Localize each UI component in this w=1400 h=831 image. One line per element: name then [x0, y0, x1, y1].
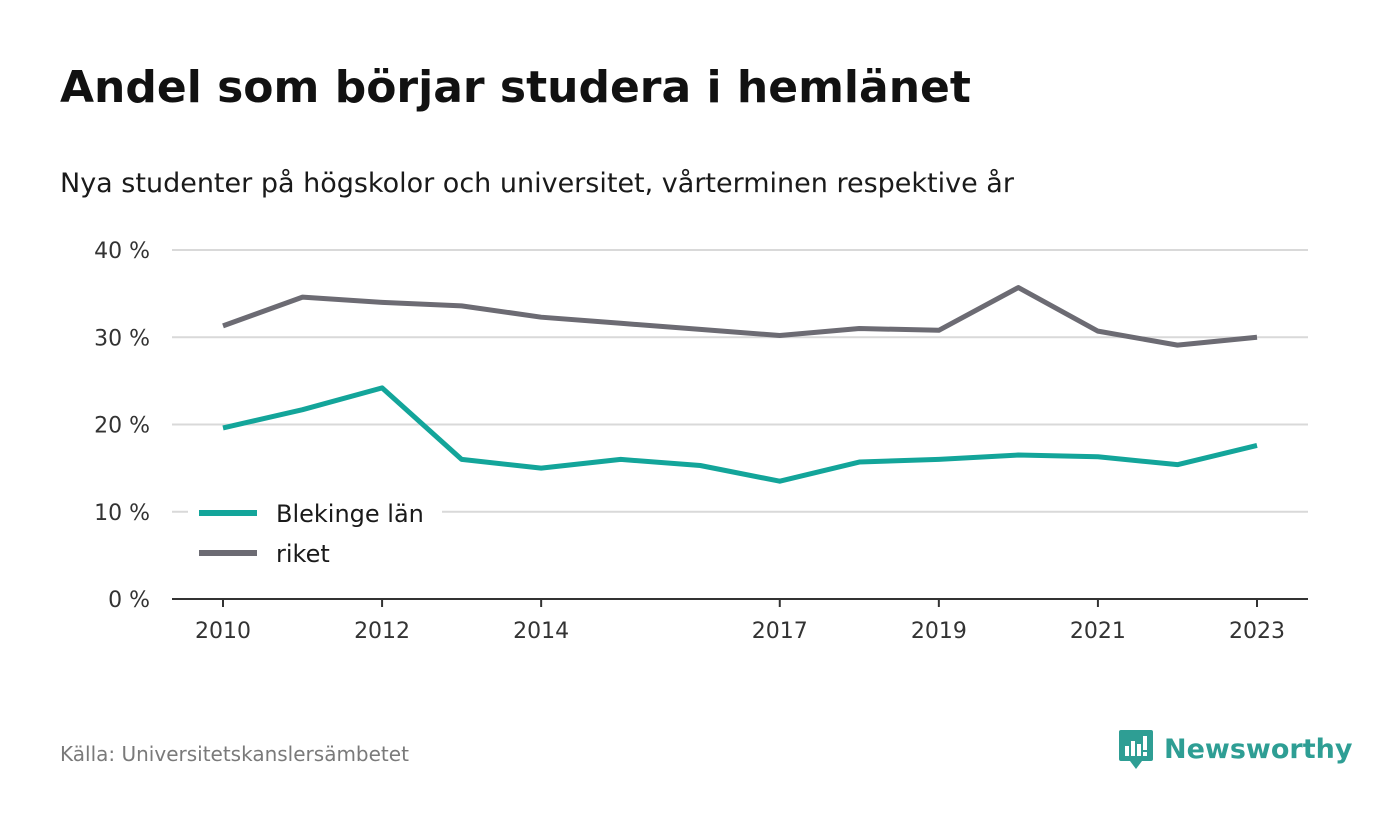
x-tick-label: 2021: [1070, 619, 1126, 644]
y-tick-label: 40 %: [94, 239, 150, 264]
source-note: Källa: Universitetskanslersämbetet: [60, 742, 409, 766]
brand-logo: Newsworthy: [1118, 728, 1352, 770]
series-lines: [222, 285, 1258, 484]
series-line-blekinge-län: [222, 385, 1258, 484]
y-tick-label: 20 %: [94, 414, 150, 439]
legend-label: riket: [276, 540, 330, 568]
y-tick-label: 30 %: [94, 326, 150, 351]
legend-background: [188, 492, 442, 576]
brand-name: Newsworthy: [1164, 733, 1353, 765]
series-line-riket: [222, 285, 1258, 348]
chart-subtitle: Nya studenter på högskolor och universit…: [60, 168, 1014, 199]
x-tick-label: 2012: [354, 619, 410, 644]
legend-label: Blekinge län: [276, 500, 424, 528]
newsworthy-logo-icon: [1119, 730, 1153, 769]
y-tick-label: 0 %: [108, 588, 150, 613]
x-tick-label: 2023: [1229, 619, 1285, 644]
chart-title: Andel som börjar studera i hemlänet: [60, 62, 971, 113]
y-axis-labels: 0 % 10 % 20 % 30 % 40 %: [94, 239, 150, 613]
x-axis: 2010 2012 2014 2017 2019 2021 2023: [172, 598, 1308, 644]
line-chart: 0 % 10 % 20 % 30 % 40 % 2010 2012 2014 2017 2019…: [94, 239, 1308, 644]
x-tick-label: 2014: [513, 619, 569, 644]
x-tick-label: 2017: [752, 619, 808, 644]
y-tick-label: 10 %: [94, 501, 150, 526]
legend: Blekinge län riket: [188, 492, 442, 576]
x-tick-label: 2019: [911, 619, 967, 644]
x-tick-label: 2010: [195, 619, 251, 644]
